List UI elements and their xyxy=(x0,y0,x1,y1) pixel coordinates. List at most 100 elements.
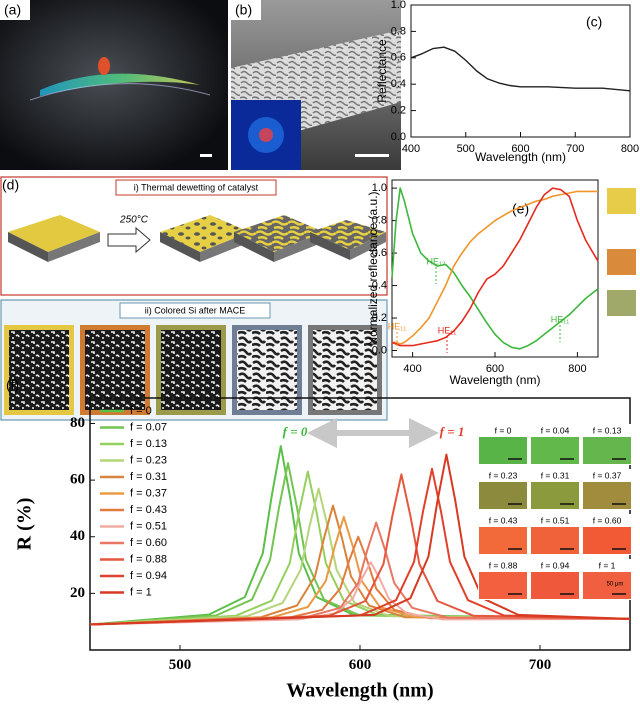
inset-label: f = 1 xyxy=(599,560,616,570)
inset-photo xyxy=(479,482,527,509)
color-swatch xyxy=(607,290,636,316)
chart: 400 500 600 700 800 0.0 0.2 0.4 0.6 0.8 1.0 Wavelen… xyxy=(375,0,639,164)
x-axis-label: Wavelength (nm) xyxy=(286,680,433,702)
inset-label: f = 0.60 xyxy=(593,515,622,525)
y-tick-label: 0.4 xyxy=(391,78,406,90)
x-tick-label: 500 xyxy=(169,657,192,673)
legend-label: f = 0 xyxy=(130,405,152,417)
x-tick-label: 800 xyxy=(621,143,639,155)
x-tick-label: 600 xyxy=(349,657,372,673)
x-tick-label: 700 xyxy=(566,143,584,155)
y-tick-label: 60 xyxy=(70,472,85,488)
y-tick-label: 0.2 xyxy=(391,105,406,117)
data-line xyxy=(89,521,631,626)
inset-label: f = 0.94 xyxy=(541,560,570,570)
inset-photo xyxy=(583,527,631,554)
inset-photo xyxy=(531,482,579,509)
y-axis-label: Reflectance xyxy=(375,39,389,103)
inset-photo xyxy=(583,482,631,509)
legend-label: f = 0.51 xyxy=(130,520,167,532)
legend-label: f = 0.23 xyxy=(130,454,167,466)
chart: 400 600 800 0.0 0.2 0.4 0.6 0.8 1.0 Wavelength (n… xyxy=(366,179,599,387)
annotation: HE₁₂ xyxy=(426,256,446,266)
photo-b: (b) xyxy=(231,0,401,170)
y-tick-label: 0.0 xyxy=(391,131,406,143)
inset-photo xyxy=(531,527,579,554)
legend-label: f = 0.94 xyxy=(130,570,167,582)
x-tick-label: 700 xyxy=(529,657,552,673)
annotation: HE₁₁ xyxy=(388,321,407,331)
x-tick-label: 500 xyxy=(457,143,475,155)
inset-photo xyxy=(531,572,579,599)
x-axis-label: Wavelength (nm) xyxy=(450,373,541,387)
x-tick-label: 600 xyxy=(511,143,529,155)
y-tick-label: 0.0 xyxy=(372,344,387,356)
y-axis-label: Normalized reflectance (a.u.) xyxy=(366,191,380,345)
color-swatch xyxy=(607,188,636,214)
inset-label: f = 0.43 xyxy=(489,515,518,525)
inset-label: f = 0.88 xyxy=(489,560,518,570)
data-line xyxy=(89,453,631,626)
panel-label: (b) xyxy=(235,2,252,18)
y-tick-label: 80 xyxy=(70,415,85,431)
y-tick-label: 1.0 xyxy=(391,0,406,11)
panel-label: (f) xyxy=(6,377,19,393)
inset-label: f = 0.51 xyxy=(541,515,570,525)
y-tick-label: 0.8 xyxy=(372,215,387,227)
y-tick-label: 0.4 xyxy=(372,279,387,291)
inset-photo xyxy=(583,437,631,464)
step-title: ii) Colored Si after MACE xyxy=(145,305,246,315)
x-tick-label: 400 xyxy=(403,363,421,375)
data-line xyxy=(410,46,631,92)
legend-label: f = 0.60 xyxy=(130,537,167,549)
inset-photo xyxy=(479,572,527,599)
data-line xyxy=(89,487,631,626)
legend-label: f = 0.13 xyxy=(130,438,167,450)
chart: 500 600 700 20 40 60 80 Wavelength (nm) R (%) f =… xyxy=(14,397,632,702)
x-axis-label: Wavelength (nm) xyxy=(475,150,566,164)
diagram-d: (d) i) Thermal dewetting of catalyst 250… xyxy=(0,176,388,421)
annotation: f = 1 xyxy=(440,424,465,439)
color-swatch xyxy=(607,249,636,275)
data-line xyxy=(89,515,631,626)
annotation: HE₁₁ xyxy=(438,325,457,335)
y-tick-label: 0.8 xyxy=(391,25,406,37)
inset-photo xyxy=(531,437,579,464)
panel-label: (c) xyxy=(586,14,602,30)
data-line xyxy=(89,467,631,626)
y-tick-label: 0.6 xyxy=(391,52,406,64)
inset-label: f = 0.23 xyxy=(489,470,518,480)
y-tick-label: 0.2 xyxy=(372,312,387,324)
data-line xyxy=(391,187,599,350)
step-title: i) Thermal dewetting of catalyst xyxy=(134,182,259,192)
inset-label: f = 0.13 xyxy=(593,425,622,435)
legend-label: f = 1 xyxy=(130,586,152,598)
panel-label: (a) xyxy=(4,2,21,18)
legend-label: f = 0.88 xyxy=(130,553,167,565)
y-tick-label: 20 xyxy=(70,585,85,601)
inset-label: f = 0.31 xyxy=(541,470,570,480)
legend-label: f = 0.43 xyxy=(130,504,167,516)
y-tick-label: 40 xyxy=(70,528,85,544)
inset-label: f = 0 xyxy=(495,425,512,435)
data-line xyxy=(89,462,631,626)
panel-label: (e) xyxy=(512,201,529,217)
inset-scale: 50 μm xyxy=(607,582,624,588)
inset-photo xyxy=(479,527,527,554)
x-tick-label: 800 xyxy=(568,363,586,375)
legend-label: f = 0.37 xyxy=(130,487,167,499)
legend-label: f = 0.31 xyxy=(130,471,167,483)
y-tick-label: 1.0 xyxy=(372,182,387,194)
inset-label: f = 0.04 xyxy=(541,425,570,435)
data-line xyxy=(89,504,631,626)
x-tick-label: 600 xyxy=(486,363,504,375)
y-axis-label: R (%) xyxy=(14,498,36,551)
inset-label: f = 0.37 xyxy=(593,470,622,480)
annotation: f = 0 xyxy=(283,424,308,439)
y-tick-label: 0.6 xyxy=(372,247,387,259)
plot-frame xyxy=(391,179,599,358)
data-line xyxy=(392,190,598,345)
temperature: 250°C xyxy=(119,215,149,226)
x-tick-label: 400 xyxy=(402,143,420,155)
